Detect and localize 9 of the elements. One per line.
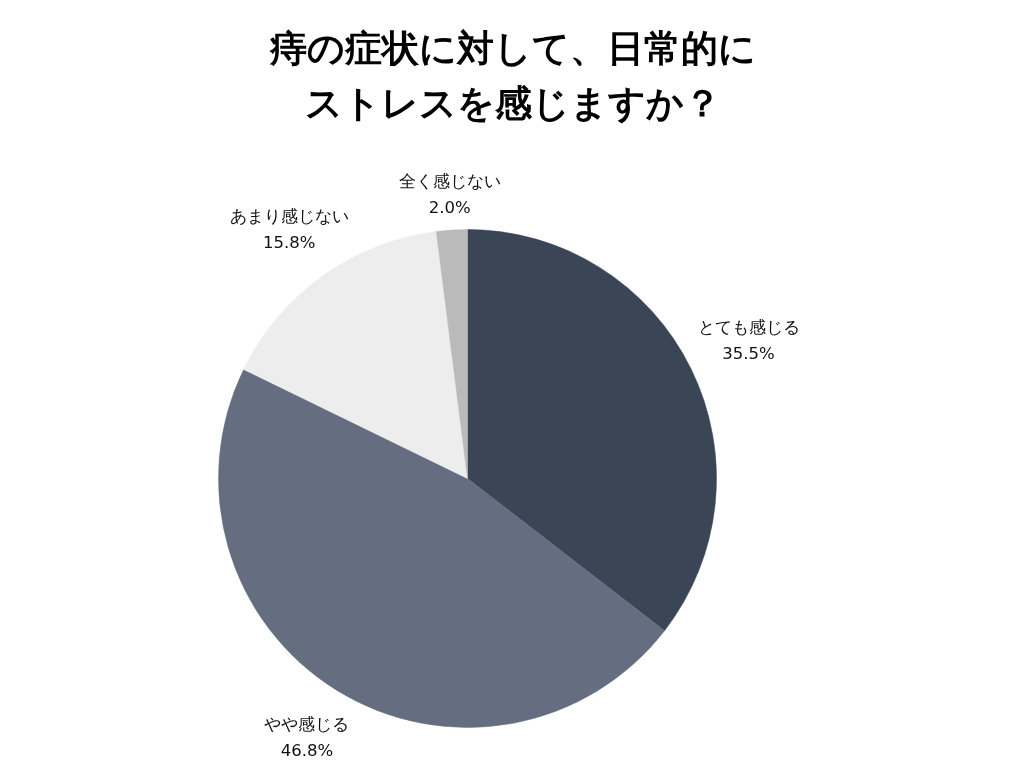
chart-title: 痔の症状に対して、日常的にストレスを感じますか？ (268, 27, 756, 125)
data-label: 15.8% (262, 232, 316, 252)
slice-label: あまり感じない (229, 206, 349, 226)
data-label: 2.0% (428, 198, 471, 218)
slice-label: 全く感じない (398, 172, 501, 192)
data-label: 46.8% (280, 740, 334, 760)
slice-label: やや感じる (264, 714, 350, 734)
data-label: 35.5% (722, 343, 775, 363)
slice-label: とても感じる (697, 317, 800, 337)
